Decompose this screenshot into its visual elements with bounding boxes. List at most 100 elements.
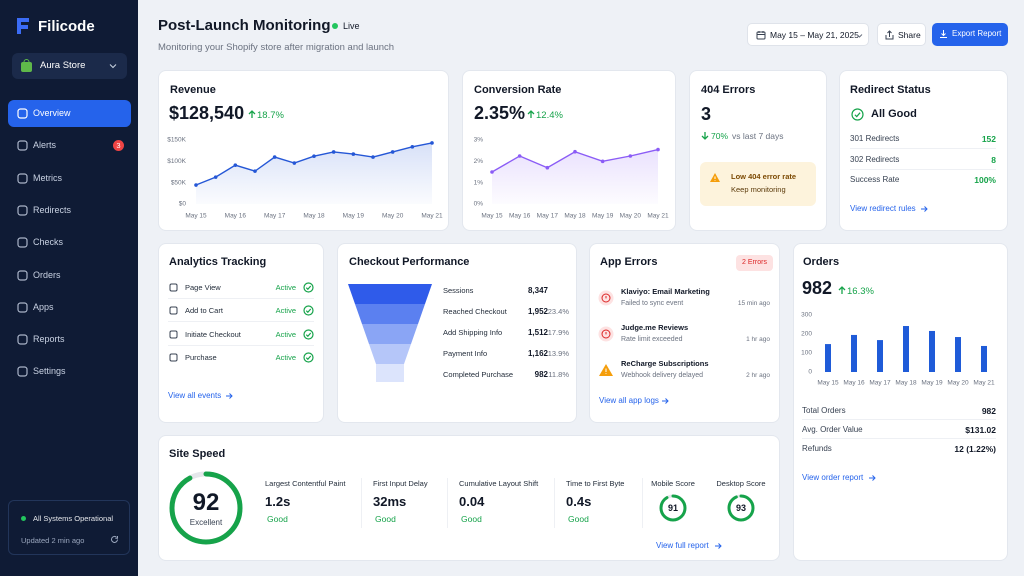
app-detail: Failed to sync event (621, 300, 684, 307)
card-title: Conversion Rate (474, 84, 562, 96)
share-button[interactable]: Share (877, 23, 926, 46)
app-time: 2 hr ago (746, 372, 770, 379)
card-link[interactable]: View order report (802, 473, 864, 482)
errors404-note: vs last 7 days (732, 131, 784, 141)
check-icon (303, 305, 314, 316)
nav-label: Checks (33, 237, 64, 248)
metric-value: 1.2s (265, 494, 291, 509)
nav-badge: 3 (113, 140, 124, 152)
divider (802, 438, 996, 439)
card-title: Analytics Tracking (169, 256, 267, 268)
event-name: Purchase (185, 353, 217, 363)
event-icon (169, 283, 178, 292)
app-name: Judge.me Reviews (621, 323, 689, 332)
arrow-right-icon (715, 543, 722, 549)
app-detail: Rate limit exceeded (621, 336, 683, 343)
card-link[interactable]: View redirect rules (850, 204, 916, 213)
device-score-label: Desktop Score (716, 479, 766, 488)
app-error-icon (598, 326, 614, 342)
export-button[interactable]: Export Report (932, 23, 1008, 46)
step-value: 1,952 (527, 307, 548, 316)
redirect-row-value: 152 (981, 134, 996, 144)
event-name: Add to Cart (185, 306, 223, 316)
nav-item[interactable]: Redirects (8, 197, 131, 224)
app-name: ReCharge Subscriptions (621, 359, 709, 368)
step-name: Add Shipping Info (443, 328, 503, 337)
nav-item[interactable]: Orders (8, 262, 131, 289)
app-errors-card (589, 243, 780, 423)
speed-score-label: Excellent (189, 518, 223, 527)
store-selector[interactable]: Aura Store (12, 53, 127, 79)
metric-status: Good (375, 514, 396, 524)
nav-label: Apps (33, 301, 54, 312)
orders-row-label: Total Orders (802, 406, 846, 415)
nav-icon (17, 302, 28, 313)
arrow-right-icon (226, 393, 233, 399)
nav-item[interactable]: Metrics (8, 165, 131, 192)
card-title: 404 Errors (701, 84, 756, 96)
nav-label: Alerts (33, 140, 57, 151)
event-status: Active (275, 306, 296, 316)
metric-value: 0.4s (566, 494, 592, 509)
card-link[interactable]: View full report (656, 541, 709, 550)
live-label: Live (343, 21, 360, 31)
metric-name: First Input Delay (373, 479, 428, 488)
arrow-right-icon (921, 206, 928, 212)
card-title: Site Speed (169, 448, 226, 460)
metric-value: 0.04 (459, 494, 485, 509)
metric-status: Good (461, 514, 482, 524)
nav-item[interactable]: Alerts 3 (8, 132, 131, 159)
orders-row-label: Refunds (802, 444, 832, 453)
store-icon (21, 59, 32, 72)
device-score-label: Mobile Score (651, 479, 695, 488)
event-name: Initiate Checkout (185, 329, 241, 339)
nav-item[interactable]: Apps (8, 294, 131, 321)
redirect-row-value: 100% (974, 175, 996, 185)
check-icon (851, 108, 864, 121)
updated-text: Updated 2 min ago (21, 536, 85, 545)
redirect-row-label: 302 Redirects (850, 154, 900, 164)
step-name: Sessions (443, 286, 474, 295)
orders-value: 982 (802, 278, 833, 298)
nav-icon (17, 140, 28, 151)
alert-title: Low 404 error rate (731, 172, 797, 181)
step-pct: 17.9% (547, 328, 569, 337)
divider (168, 344, 314, 346)
nav-item[interactable]: Checks (8, 229, 131, 256)
card-link[interactable]: View all app logs (599, 396, 659, 405)
nav-label: Redirects (33, 204, 72, 215)
nav-item[interactable]: Settings (8, 358, 131, 385)
redirect-card (839, 70, 1008, 231)
divider (642, 478, 643, 528)
check-icon (303, 352, 314, 363)
check-icon (303, 329, 314, 340)
metric-value: 32ms (373, 494, 407, 509)
score-ring (169, 471, 243, 545)
speed-score: 92 (192, 489, 220, 516)
orders-row-value: $131.02 (965, 425, 996, 435)
revenue-value: $128,540 (169, 103, 245, 123)
card-link[interactable]: View all events (168, 391, 222, 400)
divider (447, 478, 448, 528)
orders-row-value: 982 (981, 406, 996, 416)
card-title: Checkout Performance (349, 256, 470, 268)
nav-label: Settings (33, 366, 66, 377)
metric-status: Good (267, 514, 288, 524)
check-icon (303, 282, 314, 293)
nav-item[interactable]: Reports (8, 326, 131, 353)
nav-item[interactable]: Overview (8, 100, 131, 127)
nav-icon (17, 237, 28, 248)
metric-name: Cumulative Layout Shift (459, 479, 539, 488)
nav-label: Overview (33, 108, 71, 118)
step-pct: 11.8% (548, 370, 569, 379)
alert-box (700, 162, 816, 206)
status-text: All Systems Operational (33, 514, 114, 523)
error-count-badge: 2 Errors (736, 255, 773, 271)
errors404-value: 3 (701, 104, 712, 124)
date-button[interactable]: May 15 – May 21, 2025 (747, 23, 869, 46)
date-range: May 15 – May 21, 2025 (770, 30, 859, 40)
arrow-right-icon (869, 475, 876, 481)
orders-change: 16.3% (847, 286, 874, 297)
divider (850, 148, 996, 149)
redirect-row-value: 8 (991, 154, 996, 165)
